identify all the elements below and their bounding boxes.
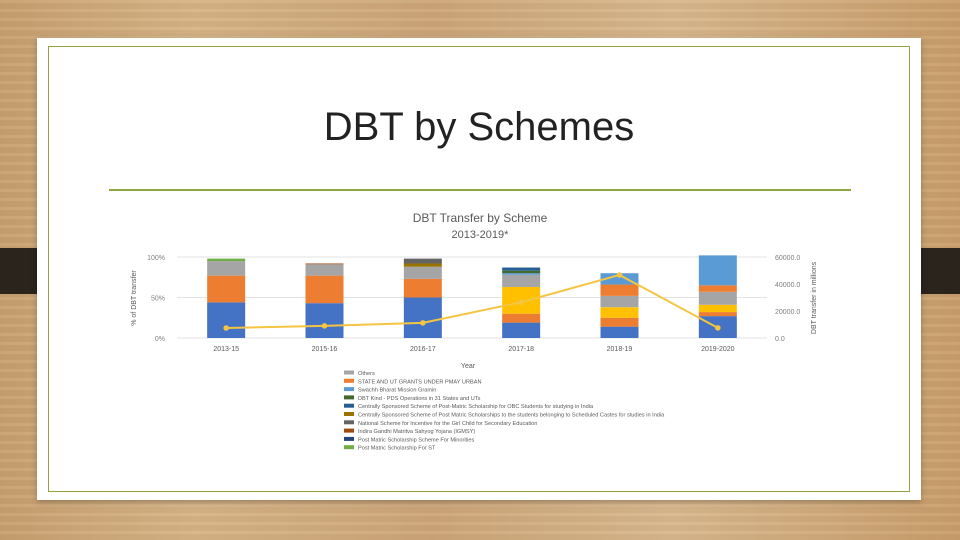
chart-bars <box>207 255 737 338</box>
y-tick-label: 100% <box>147 255 165 262</box>
legend-label: Indira Gandhi Matritva Sahyog Yojana (IG… <box>358 429 475 435</box>
bar-segment <box>502 274 541 287</box>
y2-tick-label: 60000.0 <box>775 255 800 262</box>
slide-title: DBT by Schemes <box>323 105 635 149</box>
line-series-path <box>226 273 719 330</box>
x-tick-label: 2018-19 <box>607 346 633 353</box>
bar-segment <box>207 302 246 338</box>
y-tick-label: 0% <box>155 336 165 343</box>
bar-segment <box>600 307 639 318</box>
y2-tick-label: 0.0 <box>775 336 785 343</box>
legend-swatch <box>344 445 354 450</box>
legend-swatch <box>344 412 354 416</box>
slide-frame <box>48 46 910 492</box>
bar-segment <box>502 270 541 274</box>
y-axis-label: % of DBT transfer <box>131 270 138 326</box>
legend-label: Post Matric Scholarship Scheme For Minor… <box>358 437 474 443</box>
y2-tick-label: 20000.0 <box>775 309 800 316</box>
legend-label: Others <box>358 371 375 377</box>
legend-swatch <box>344 428 354 433</box>
line-point <box>420 320 426 326</box>
x-tick-label: 2019-2020 <box>701 346 735 353</box>
x-tick-label: 2015-16 <box>312 346 338 353</box>
bar-segment <box>403 278 442 298</box>
bar-segment <box>305 303 344 338</box>
chart-line <box>223 272 721 331</box>
bar-segment <box>600 317 639 327</box>
title-divider <box>109 189 851 191</box>
bar-segment <box>403 266 442 279</box>
bar-segment <box>502 322 541 338</box>
bar-segment <box>600 284 639 296</box>
line-point <box>715 325 721 331</box>
legend-label: Post Matric Scholarship For ST <box>358 446 436 452</box>
line-point <box>321 323 328 329</box>
legend-label: DBT Kind - PDS Operations in 31 States a… <box>358 396 481 402</box>
legend-label: Centrally Sponsored Scheme of Post Matri… <box>358 413 665 419</box>
x-tick-label: 2017-18 <box>508 346 534 353</box>
chart-gridlines <box>177 256 767 339</box>
legend-label: National Scheme for Incentive for the Gi… <box>358 421 537 427</box>
slide: DBT by Schemes DBT Transfer by Scheme 20… <box>37 38 921 500</box>
y2-tick-label: 40000.0 <box>775 282 800 289</box>
y2-axis-label: DBT transfer in millions <box>811 261 818 334</box>
y-tick-label: 50% <box>151 296 165 303</box>
bar-segment <box>698 285 737 292</box>
line-point <box>518 299 524 306</box>
chart-title: DBT Transfer by Scheme <box>413 211 548 225</box>
chart-subtitle: 2013-2019* <box>452 229 510 241</box>
bar-segment <box>207 258 246 262</box>
bar-segment <box>600 273 639 285</box>
chart-legend: Others STATE AND UT GRANTS UNDER PMAY URB… <box>344 370 665 452</box>
bar-segment <box>305 275 344 304</box>
legend-swatch <box>344 420 354 425</box>
bar-segment <box>600 295 639 308</box>
legend-swatch <box>344 370 354 375</box>
legend-label: Swachh Bharat Mission Gramin <box>358 388 436 394</box>
x-tick-label: 2016-17 <box>410 346 436 353</box>
bar-segment <box>403 258 442 264</box>
bar-segment <box>403 297 442 338</box>
dbt-stacked-bar-chart: DBT Transfer by Scheme 2013-2019* Year %… <box>131 211 818 452</box>
bar-segment <box>698 304 737 313</box>
bar-segment <box>305 264 344 276</box>
x-tick-label: 2013-15 <box>213 346 239 353</box>
legend-swatch <box>344 378 354 383</box>
bar-segment <box>305 263 344 265</box>
x-axis-label: Year <box>461 363 476 370</box>
line-point <box>616 272 623 278</box>
bar-segment <box>502 273 541 275</box>
bar-segment <box>600 326 639 338</box>
legend-swatch <box>344 403 354 408</box>
bar-segment <box>207 275 246 303</box>
legend-swatch <box>344 436 354 441</box>
legend-swatch <box>344 395 354 400</box>
legend-swatch <box>344 387 354 392</box>
chart-axes: 0% 50% 100% 0.0 20000.0 40000.0 60000.0 2013-15… <box>147 255 800 353</box>
legend-label: STATE AND UT GRANTS UNDER PMAY URBAN <box>358 379 482 385</box>
bar-segment <box>502 313 541 323</box>
bar-segment <box>403 263 442 267</box>
legend-label: Centrally Sponsored Scheme of Post-Matri… <box>358 404 594 410</box>
line-point <box>223 325 229 331</box>
bar-segment <box>207 261 246 276</box>
bar-segment <box>502 267 541 271</box>
bar-segment <box>698 312 737 317</box>
bar-segment <box>698 255 737 286</box>
bar-segment <box>698 291 737 305</box>
